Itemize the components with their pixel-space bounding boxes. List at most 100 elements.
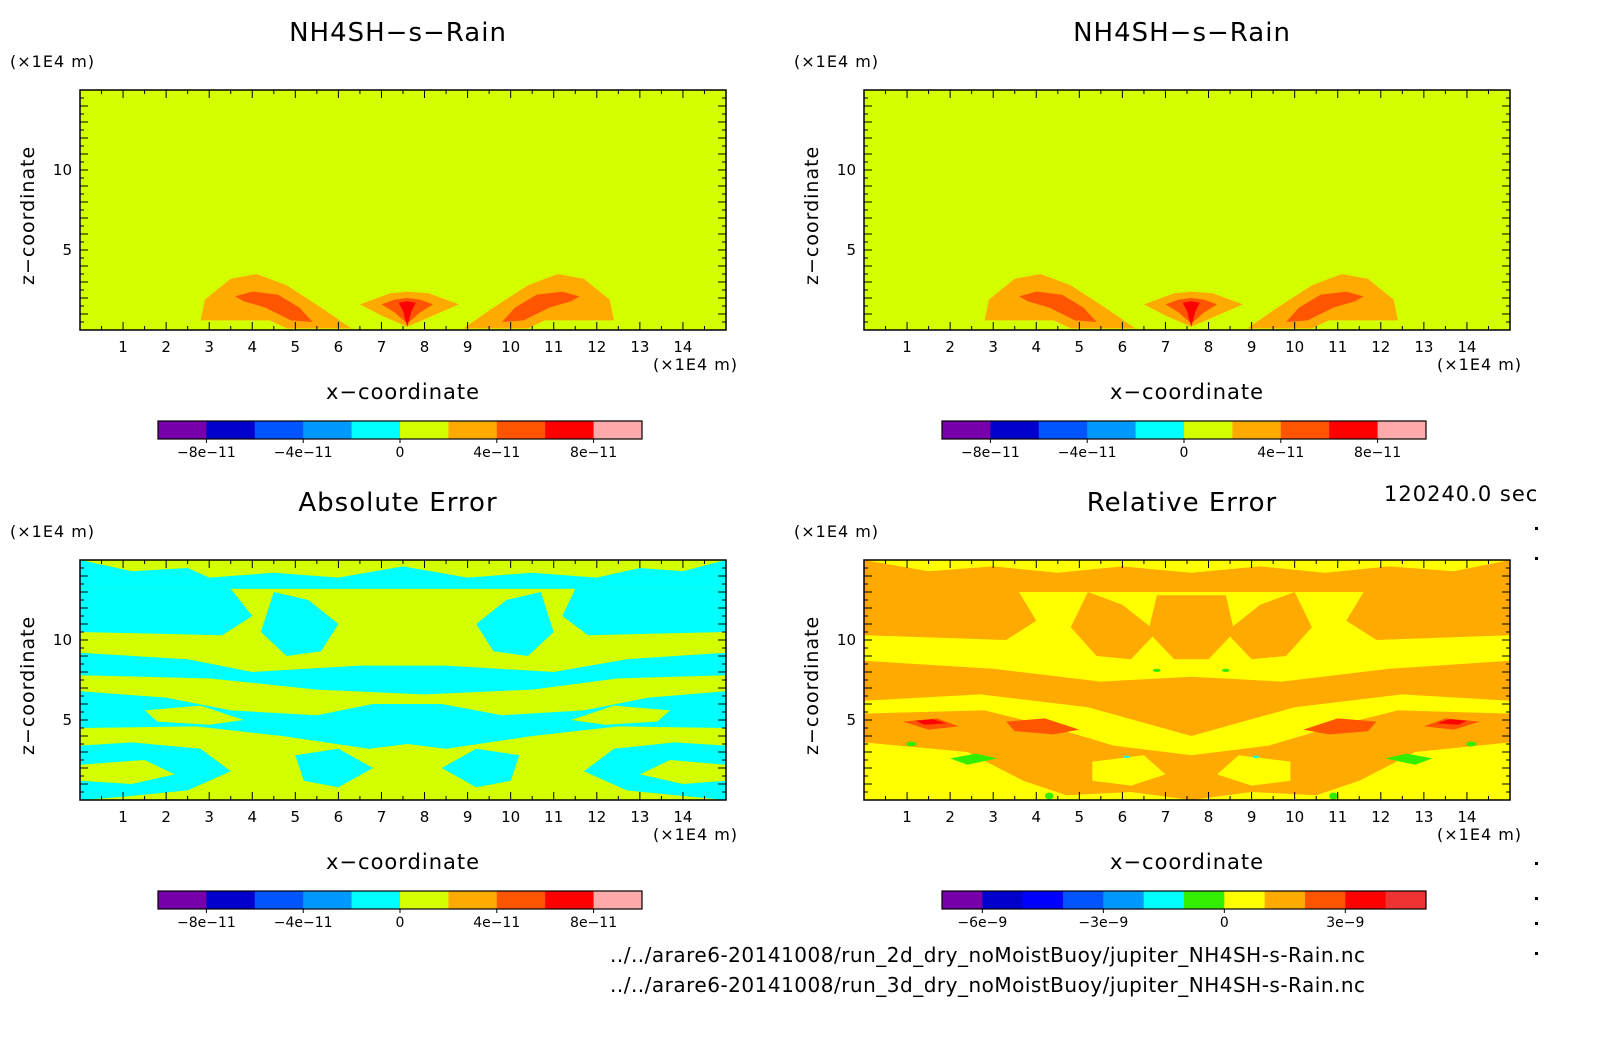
- file-path-2: ../../arare6-20141008/run_3d_dry_noMoist…: [610, 973, 1366, 997]
- panel-bottom-right: Relative Error (×1E4 m) z−coordinate (×1…: [784, 470, 1574, 950]
- contour-region: [864, 560, 1510, 573]
- contour-region: [562, 588, 726, 636]
- colorbar-segment: [400, 891, 449, 909]
- x-tick-label: 8: [1204, 338, 1214, 356]
- contour-region: [1346, 592, 1510, 640]
- core-region: [1436, 719, 1467, 725]
- colorbar-segment: [1087, 421, 1136, 439]
- contour-region: [639, 760, 726, 784]
- contour-region: [950, 753, 998, 765]
- x-tick-label: 9: [463, 808, 473, 826]
- colorbar-segment: [496, 891, 546, 909]
- contour-region: [80, 760, 175, 784]
- colorbar-label: −8e−11: [961, 445, 1020, 461]
- contour-region: [476, 592, 554, 656]
- contour-region: [1252, 755, 1259, 759]
- y-unit-label: (×1E4 m): [10, 52, 96, 71]
- panel-bottom-left: Absolute Error (×1E4 m) z−coordinate (×1…: [0, 470, 790, 950]
- colorbar-segment: [206, 891, 256, 909]
- colorbar-segment: [158, 421, 207, 439]
- x-tick-label: 1: [118, 338, 128, 356]
- colorbar-segment: [942, 421, 991, 439]
- contour-region: [1225, 592, 1312, 660]
- colorbar-label: 0: [396, 915, 405, 931]
- heatmap-field: [80, 90, 726, 330]
- contour-region: [144, 705, 244, 725]
- contour-region: [295, 748, 373, 788]
- x-tick-label: 1: [118, 808, 128, 826]
- contour-region: [1019, 291, 1097, 322]
- x-tick-label: 13: [630, 808, 649, 826]
- colorbar-frame: [941, 890, 1427, 910]
- x-tick-label: 12: [1371, 808, 1390, 826]
- contour-region: [1152, 668, 1161, 672]
- x-tick-label: 13: [1414, 338, 1433, 356]
- decorative-dot: [1535, 922, 1538, 925]
- contour-region: [864, 592, 1037, 640]
- colorbar-segment: [351, 891, 401, 909]
- x-tick-label: 5: [1075, 808, 1085, 826]
- x-tick-label: 7: [377, 808, 387, 826]
- x-tick-label: 14: [673, 808, 692, 826]
- colorbar-segment: [1022, 891, 1064, 909]
- x-tick-label: 4: [1031, 808, 1041, 826]
- x-tick-label: 6: [334, 808, 344, 826]
- heatmap-field: [864, 90, 1510, 330]
- contour-region: [80, 588, 253, 636]
- colorbar-label: 8e−11: [570, 445, 617, 461]
- colorbar-segment: [206, 421, 256, 439]
- contour-region: [260, 592, 339, 656]
- contour-region: [571, 705, 670, 725]
- colorbar-segment: [351, 421, 401, 439]
- contour-region: [1123, 755, 1130, 759]
- x-tick-label: 13: [1414, 808, 1433, 826]
- contour-region: [1286, 291, 1364, 322]
- colorbar-label: −4e−11: [274, 915, 333, 931]
- contour-region: [502, 291, 580, 322]
- x-tick-label: 11: [1328, 338, 1347, 356]
- x-tick-label: 10: [501, 808, 520, 826]
- chart-title: NH4SH−s−Rain: [1073, 18, 1291, 48]
- colorbar-segment: [1280, 421, 1330, 439]
- x-unit-label: (×1E4 m): [1437, 355, 1523, 374]
- contour-region: [1070, 592, 1157, 660]
- contour-region: [80, 652, 726, 695]
- x-tick-label: 3: [204, 338, 214, 356]
- x-axis-label: x−coordinate: [1110, 380, 1265, 404]
- x-tick-label: 4: [247, 808, 257, 826]
- x-tick-label: 13: [630, 338, 649, 356]
- y-tick-label: 10: [837, 631, 856, 649]
- panel-top-left: NH4SH−s−Rain (×1E4 m) z−coordinate (×1E4…: [0, 0, 790, 480]
- contour-band: [864, 90, 1510, 330]
- colorbar-label: 0: [1220, 915, 1229, 931]
- x-tick-label: 9: [1247, 808, 1257, 826]
- contour-region: [906, 741, 917, 747]
- colorbar-segment: [400, 421, 449, 439]
- colorbar-label: 8e−11: [1354, 445, 1401, 461]
- x-tick-label: 3: [988, 338, 998, 356]
- x-tick-label: 3: [988, 808, 998, 826]
- colorbar-segment: [1143, 891, 1185, 909]
- colorbar-segment: [982, 891, 1023, 909]
- y-unit-label: (×1E4 m): [794, 522, 880, 541]
- x-tick-label: 1: [902, 338, 912, 356]
- x-tick-label: 7: [1161, 808, 1171, 826]
- x-axis-label: x−coordinate: [326, 850, 481, 874]
- contour-region: [1303, 718, 1377, 735]
- core-region: [915, 719, 946, 725]
- colorbar-label: −3e−9: [1078, 915, 1128, 931]
- x-unit-label: (×1E4 m): [1437, 825, 1523, 844]
- colorbar-label: −8e−11: [177, 445, 236, 461]
- x-tick-label: 6: [1118, 808, 1128, 826]
- contour-band: [80, 90, 726, 330]
- colorbar-segment: [254, 891, 304, 909]
- x-unit-label: (×1E4 m): [653, 825, 739, 844]
- x-tick-label: 6: [334, 338, 344, 356]
- contour-region: [1221, 668, 1230, 672]
- x-axis-label: x−coordinate: [326, 380, 481, 404]
- colorbar-label: −6e−9: [957, 915, 1007, 931]
- colorbar-segment: [1329, 421, 1378, 439]
- contour-region: [1329, 792, 1338, 800]
